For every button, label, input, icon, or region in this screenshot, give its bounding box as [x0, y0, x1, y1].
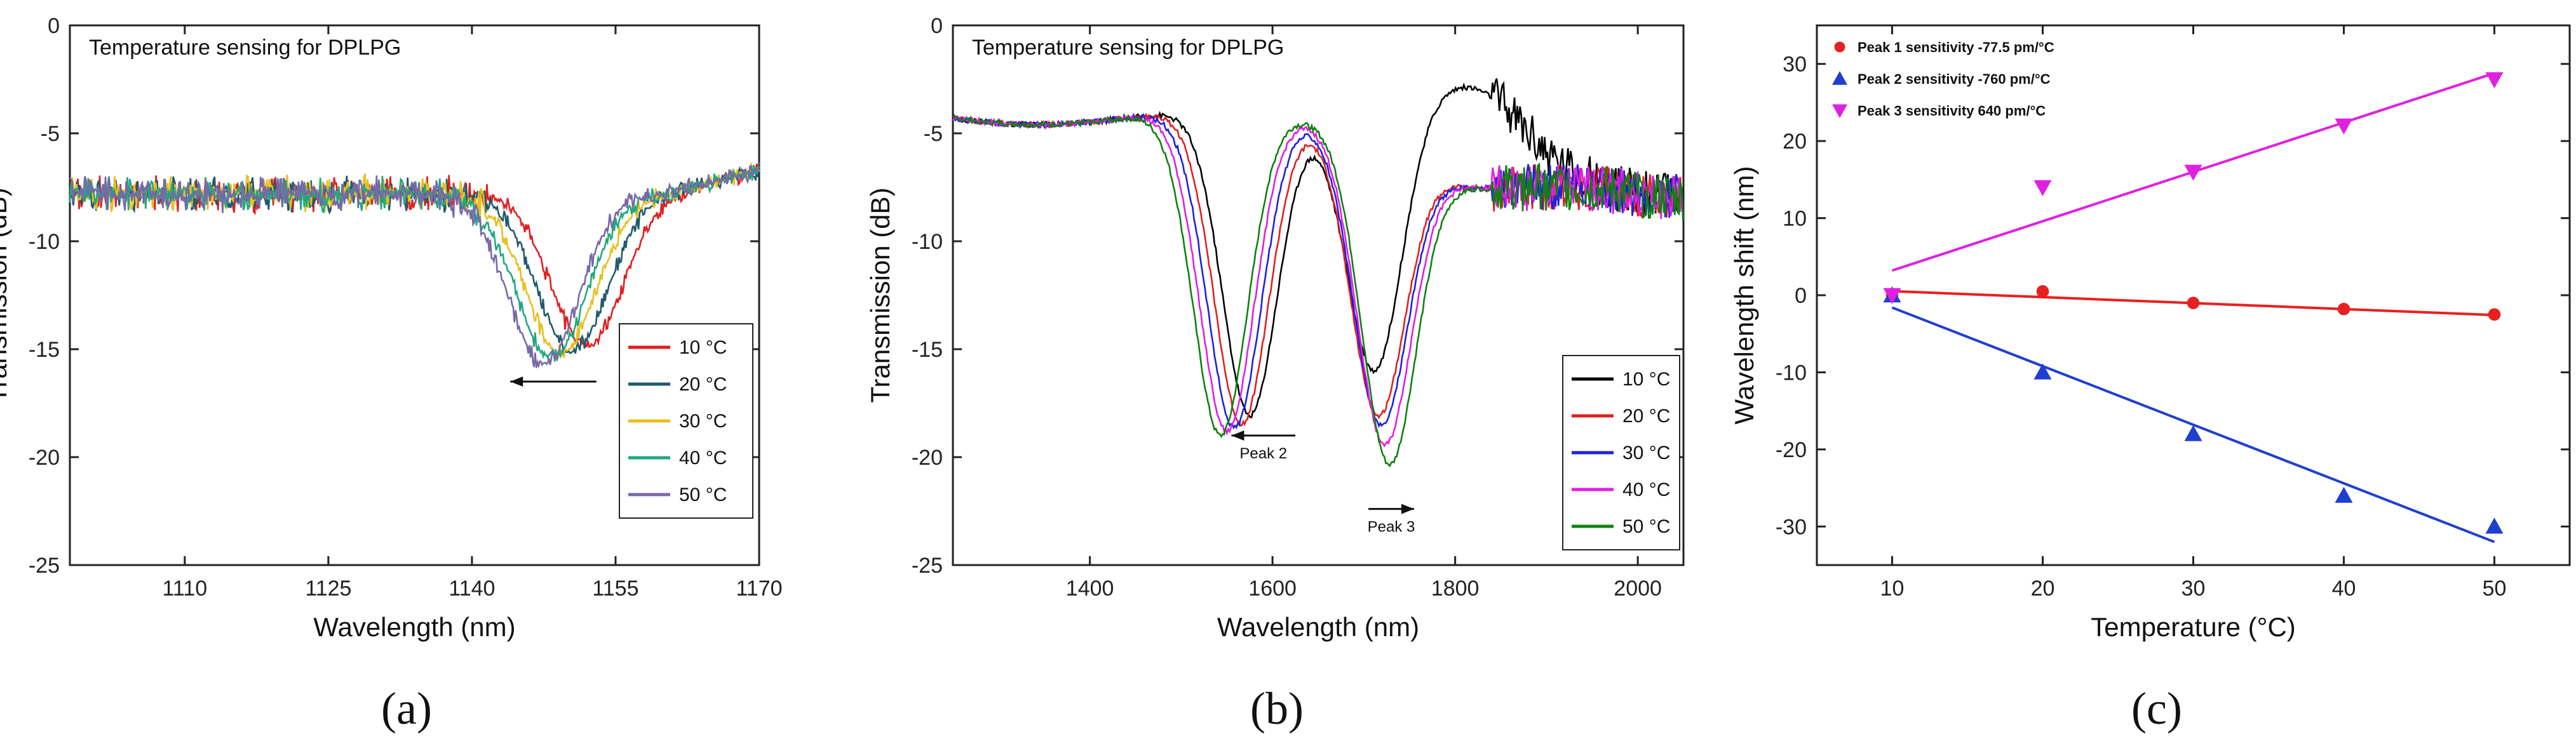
x-tick-label: 2000 — [1614, 576, 1662, 601]
x-tick-label: 1800 — [1431, 576, 1480, 601]
y-tick-label: -15 — [912, 338, 943, 362]
x-tick-label: 1110 — [163, 576, 208, 601]
legend-b-box — [1562, 355, 1680, 550]
data-point-3 — [2335, 118, 2353, 135]
x-axis-title: Wavelength (nm) — [1217, 612, 1419, 642]
data-point-3 — [2184, 164, 2202, 181]
panel-a-chart: 1110 1125 1140 1155 1170 0 -5 -10 -15 -20 -25 Wavel… — [0, 14, 783, 734]
y-tick-label: 30 — [1783, 53, 1807, 77]
y-tick-label: -5 — [924, 122, 943, 146]
plot-frame — [952, 24, 1685, 566]
y-tick-label: -10 — [1776, 361, 1807, 385]
x-tick-label: 40 — [2332, 576, 2356, 601]
shift-arrow-head — [510, 376, 523, 387]
x-axis-title: Wavelength (nm) — [313, 612, 515, 642]
y-tick-label: -30 — [1776, 515, 1807, 539]
data-point-3 — [2033, 180, 2052, 196]
data-point-3 — [1883, 288, 1901, 304]
x-tick-label: 20 — [2031, 576, 2055, 601]
legend-label: 10 °C — [679, 337, 727, 358]
legend-label: 40 °C — [679, 448, 727, 469]
data-point-1 — [2488, 308, 2501, 321]
y-axis-title: Transmission (dB) — [865, 187, 895, 403]
chart-title: Temperature sensing for DPLPG — [972, 36, 1284, 60]
legend-marker — [1832, 71, 1847, 85]
data-point-2 — [2335, 486, 2353, 503]
y-tick-label: 20 — [1783, 130, 1807, 154]
series-line-5 — [69, 165, 760, 369]
legend-label: 30 °C — [679, 411, 727, 432]
panel-label: (c) — [2131, 683, 2182, 734]
x-tick-label: 1600 — [1248, 576, 1297, 601]
series-line-5 — [952, 114, 1684, 468]
y-axis-title: Transmission (dB) — [0, 187, 12, 403]
fit-line-2 — [1891, 306, 2495, 543]
y-tick-label: 0 — [931, 14, 943, 38]
data-point-1 — [2036, 285, 2049, 298]
panel-c-chart: 10 20 30 40 50 30 20 10 0 -10 -20 -30 Temperature (°… — [1729, 24, 2571, 734]
x-tick-label: 1155 — [592, 576, 638, 601]
y-tick-label: -15 — [29, 338, 60, 362]
y-axis-title: Wavelength shift (nm) — [1729, 166, 1759, 425]
legend-label: 20 °C — [679, 374, 727, 395]
panel-label: (a) — [381, 683, 432, 734]
peak-label: Peak 3 — [1368, 519, 1415, 536]
x-axis-title: Temperature (°C) — [2091, 612, 2296, 642]
legend-marker — [1832, 104, 1847, 118]
legend-label: 10 °C — [1622, 369, 1670, 390]
legend-label: 50 °C — [679, 484, 727, 505]
y-tick-label: -5 — [41, 122, 60, 146]
legend-label: Peak 3 sensitivity 640 pm/°C — [1858, 103, 2046, 119]
x-tick-label: 1400 — [1066, 576, 1114, 601]
legend-label: 50 °C — [1622, 516, 1670, 537]
legend-marker — [1834, 41, 1845, 53]
series-line-4 — [952, 114, 1684, 448]
data-point-1 — [2337, 303, 2350, 316]
peak-arrow-2-head — [1231, 430, 1244, 441]
chart-title: Temperature sensing for DPLPG — [89, 36, 401, 60]
y-tick-label: -10 — [912, 230, 943, 254]
plot-frame — [69, 24, 760, 566]
data-point-1 — [2187, 296, 2200, 309]
peak-label: Peak 2 — [1239, 445, 1287, 462]
x-tick-label: 50 — [2483, 576, 2507, 601]
legend-label: 20 °C — [1622, 406, 1670, 427]
data-point-3 — [2485, 72, 2504, 88]
legend-label: 30 °C — [1622, 443, 1670, 463]
y-tick-label: -20 — [1776, 438, 1807, 462]
y-tick-label: -25 — [29, 554, 60, 578]
y-tick-label: -20 — [29, 446, 60, 470]
peak-arrow-3-head — [1401, 503, 1414, 514]
y-tick-label: 0 — [1795, 284, 1807, 308]
x-tick-label: 1170 — [736, 576, 782, 601]
data-point-2 — [2485, 517, 2504, 534]
legend-label: Peak 2 sensitivity -760 pm/°C — [1858, 71, 2051, 87]
y-tick-label: -20 — [912, 446, 943, 470]
legend-label: Peak 1 sensitivity -77.5 pm/°C — [1858, 39, 2054, 55]
y-tick-label: 10 — [1783, 207, 1807, 231]
panel-b-chart: 1400 1600 1800 2000 0 -5 -10 -15 -20 -25 Wavelengt… — [865, 14, 1685, 734]
data-point-2 — [2184, 425, 2202, 441]
panel-label: (b) — [1250, 683, 1304, 734]
legend-label: 40 °C — [1622, 479, 1670, 500]
x-tick-label: 10 — [1880, 576, 1905, 601]
x-tick-label: 30 — [2182, 576, 2206, 601]
y-tick-label: -25 — [912, 554, 943, 578]
x-tick-label: 1140 — [448, 576, 495, 601]
data-point-2 — [2033, 363, 2052, 380]
y-tick-label: -10 — [29, 230, 60, 254]
x-tick-label: 1125 — [305, 576, 351, 601]
y-tick-label: 0 — [48, 14, 60, 38]
